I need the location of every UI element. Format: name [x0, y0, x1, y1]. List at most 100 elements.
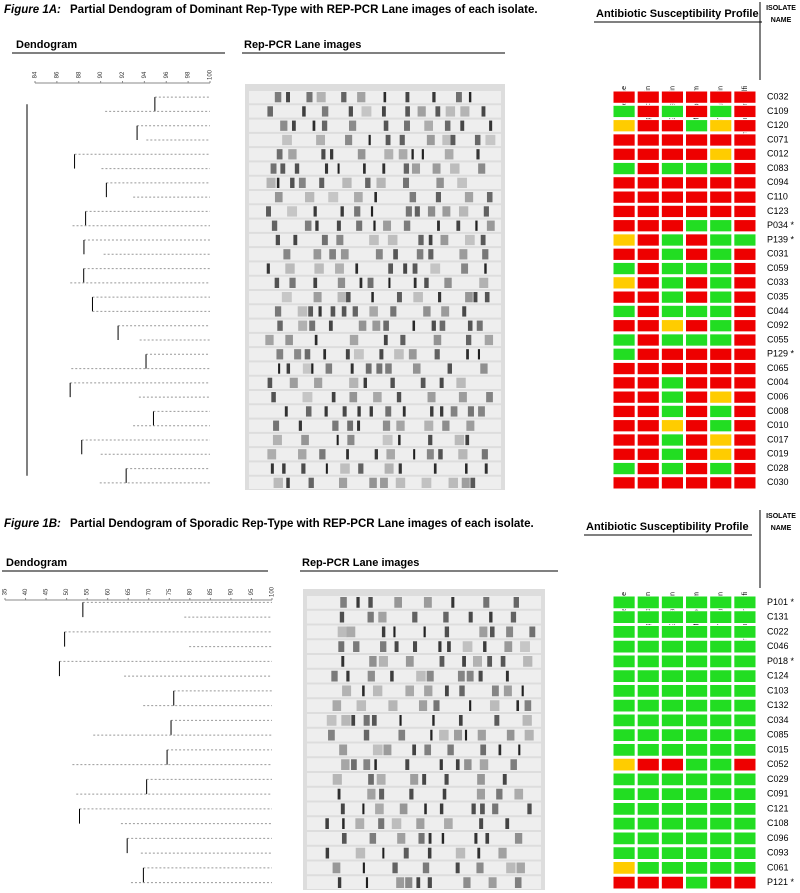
susceptibility-cell [733, 595, 757, 610]
band [427, 877, 432, 888]
isolate-name: C103 [767, 685, 789, 695]
band [340, 249, 349, 260]
band [489, 700, 500, 711]
band [413, 277, 417, 288]
axis-tick-label: 65 [126, 588, 132, 595]
susceptibility-cell [636, 104, 660, 119]
susceptibility-cell [733, 133, 757, 147]
axis-tick-label: 90 [229, 588, 235, 595]
band [442, 788, 447, 800]
susceptibility-cell [636, 625, 660, 639]
isolate-name: P139 * [767, 234, 795, 244]
band [274, 92, 282, 103]
band [399, 134, 405, 146]
band [527, 803, 532, 815]
band [457, 670, 465, 682]
band [351, 759, 357, 770]
band [276, 177, 280, 188]
band [383, 220, 392, 231]
isolate-name: C019 [767, 449, 789, 459]
susceptibility-cell [612, 654, 636, 669]
band [341, 306, 347, 317]
band [267, 449, 277, 460]
band [341, 833, 347, 844]
susceptibility-cell [685, 654, 709, 669]
figure-label: Figure 1A: [4, 4, 61, 16]
susceptibility-cell [709, 610, 733, 624]
band [510, 611, 517, 623]
susceptibility-cell [660, 698, 684, 713]
susceptibility-cell [636, 390, 660, 404]
band [437, 220, 440, 231]
band [391, 818, 402, 829]
band [456, 220, 461, 231]
band [273, 477, 283, 488]
susceptibility-cell [685, 319, 709, 333]
susceptibility-cell [733, 654, 757, 669]
band [273, 420, 280, 431]
band [349, 334, 359, 346]
band [301, 434, 309, 446]
axis-tick-label: 90 [98, 71, 104, 78]
band [382, 434, 393, 446]
band [388, 277, 391, 288]
susceptibility-cell [612, 625, 636, 639]
susceptibility-cell [636, 447, 660, 461]
susceptibility-cell [660, 147, 684, 161]
susceptibility-cell [685, 698, 709, 713]
band [363, 759, 371, 770]
band [266, 177, 276, 188]
band [424, 685, 433, 697]
susceptibility-cell [685, 404, 709, 419]
band [506, 626, 514, 638]
band [411, 149, 414, 160]
band [361, 106, 372, 117]
susceptibility-cell [685, 133, 709, 147]
band [457, 177, 467, 188]
susceptibility-cell [660, 595, 684, 610]
susceptibility-cell [660, 816, 684, 831]
band [329, 249, 336, 260]
band [494, 715, 500, 726]
band [490, 626, 495, 638]
band [383, 320, 389, 331]
band [486, 192, 493, 203]
band [375, 249, 383, 260]
band [516, 862, 525, 874]
susceptibility-cell [709, 147, 733, 161]
axis-tick-label: 45 [44, 588, 50, 595]
band [403, 220, 411, 231]
band [486, 220, 495, 231]
axis-tick-label: 94 [142, 71, 148, 78]
band [460, 120, 465, 131]
isolate-name: C124 [767, 671, 789, 681]
susceptibility-cell [685, 713, 709, 728]
gel-lane [249, 433, 501, 447]
axis-tick-label: 60 [105, 588, 111, 595]
band [478, 406, 485, 417]
band [441, 833, 445, 844]
band [369, 477, 377, 488]
band [440, 406, 444, 417]
axis-tick-label: 80 [187, 588, 193, 595]
band [356, 700, 367, 711]
band [413, 449, 416, 460]
susceptibility-cell [636, 698, 660, 713]
susceptibility-cell [612, 772, 636, 787]
susceptibility-cell [612, 639, 636, 654]
band [274, 277, 280, 288]
band [428, 249, 434, 260]
band [326, 715, 337, 726]
antibiotic-label: Tobramycin [718, 86, 725, 122]
profile-header: Antibiotic Susceptibility Profile [586, 521, 749, 533]
susceptibility-cell [685, 787, 709, 801]
band [443, 611, 449, 623]
band [321, 120, 328, 131]
susceptibility-cell [733, 119, 757, 133]
band [362, 685, 365, 697]
band [466, 670, 474, 682]
band [439, 803, 444, 815]
band [477, 729, 486, 741]
susceptibility-cell [636, 133, 660, 147]
axis-tick-label: 95 [249, 588, 255, 595]
